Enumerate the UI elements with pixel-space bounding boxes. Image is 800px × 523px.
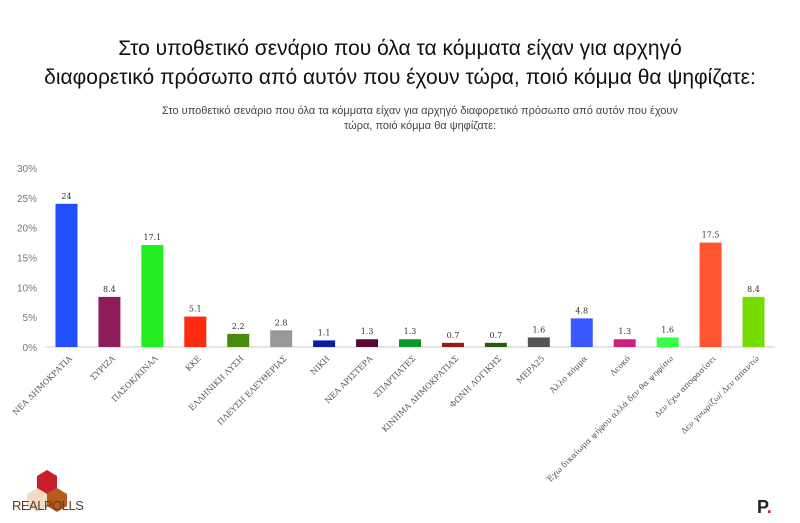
- bar: [227, 333, 250, 347]
- data-label: 1.6: [532, 325, 545, 334]
- data-label: 4.8: [575, 306, 588, 315]
- data-label: 1.3: [361, 327, 374, 336]
- y-tick-label: 20%: [17, 224, 37, 235]
- bar: [184, 316, 207, 347]
- bar: [356, 339, 379, 347]
- y-tick-label: 5%: [23, 313, 38, 324]
- bar: [55, 203, 78, 347]
- category-label: ΠΑΣΟΚ/ΚΙΝΑΛ: [110, 354, 160, 404]
- data-label: 1.6: [661, 325, 674, 334]
- bar: [613, 339, 636, 347]
- bar: [527, 337, 550, 347]
- bar: [570, 318, 593, 347]
- y-tick-label: 10%: [17, 283, 37, 294]
- bar: [270, 330, 293, 347]
- realpolls-logo-icon: [27, 470, 67, 512]
- data-label: 0.7: [447, 331, 460, 340]
- bar: [484, 342, 507, 347]
- y-tick-label: 30%: [17, 164, 37, 175]
- bar: [742, 296, 765, 347]
- y-tick-label: 15%: [17, 254, 37, 265]
- title-line-2: διαφορετικό πρόσωπο από αυτόν που έχουν …: [44, 66, 756, 89]
- data-label: 8.4: [103, 285, 116, 294]
- bar: [141, 244, 164, 347]
- bar: [699, 242, 722, 347]
- page-title: Στο υποθετικό σενάριο που όλα τα κόμματα…: [0, 34, 800, 92]
- title-line-1: Στο υποθετικό σενάριο που όλα τα κόμματα…: [118, 37, 682, 60]
- data-label: 0.7: [490, 331, 503, 340]
- data-label: 17.5: [702, 231, 720, 240]
- bar: [313, 340, 336, 347]
- category-label: Δεν γνωρίζω/ Δεν απαντώ: [679, 354, 761, 436]
- category-label: ΣΠΑΡΤΙΑΤΕΣ: [372, 354, 417, 399]
- bar: [98, 296, 121, 347]
- y-tick-label: 25%: [17, 194, 37, 205]
- category-label: ΝΕΑ ΔΗΜΟΚΡΑΤΙΑ: [11, 354, 74, 417]
- data-label: 1.3: [404, 327, 417, 336]
- publisher-logo: P.: [757, 497, 772, 517]
- data-label: 1.3: [618, 327, 631, 336]
- category-label: ΚΚΕ: [184, 354, 203, 373]
- data-label: 2.8: [275, 318, 288, 327]
- category-label: ΠΛΕΥΣΗ ΕΛΕΥΘΕΡΙΑΣ: [216, 354, 289, 427]
- category-label: ΝΙΚΗ: [309, 354, 332, 377]
- realpolls-logo: REALPOLLS: [12, 498, 84, 513]
- data-label: 5.1: [189, 305, 202, 314]
- chart-title: Στο υποθετικό σενάριο που όλα τα κόμματα…: [162, 105, 678, 132]
- category-label: Λευκό: [608, 354, 633, 379]
- category-label: ΜΕΡΑ25: [515, 354, 546, 385]
- data-label: 17.1: [143, 233, 161, 242]
- bar: [399, 339, 421, 347]
- category-label: ΚΙΝΗΜΑ ΔΗΜΟΚΡΑΤΙΑΣ: [380, 354, 460, 434]
- category-label: ΝΕΑ ΑΡΙΣΤΕΡΑ: [323, 354, 374, 405]
- bar: [441, 342, 464, 347]
- y-tick-label: 0%: [23, 343, 38, 354]
- category-label: ΣΥΡΙΖΑ: [89, 354, 117, 382]
- bar: [656, 337, 679, 347]
- data-label: 1.1: [318, 328, 331, 337]
- data-label: 2.2: [232, 322, 245, 331]
- data-label: 8.4: [747, 285, 760, 294]
- data-label: 24: [61, 192, 71, 201]
- category-label: Άλλο κόμμα: [548, 354, 590, 396]
